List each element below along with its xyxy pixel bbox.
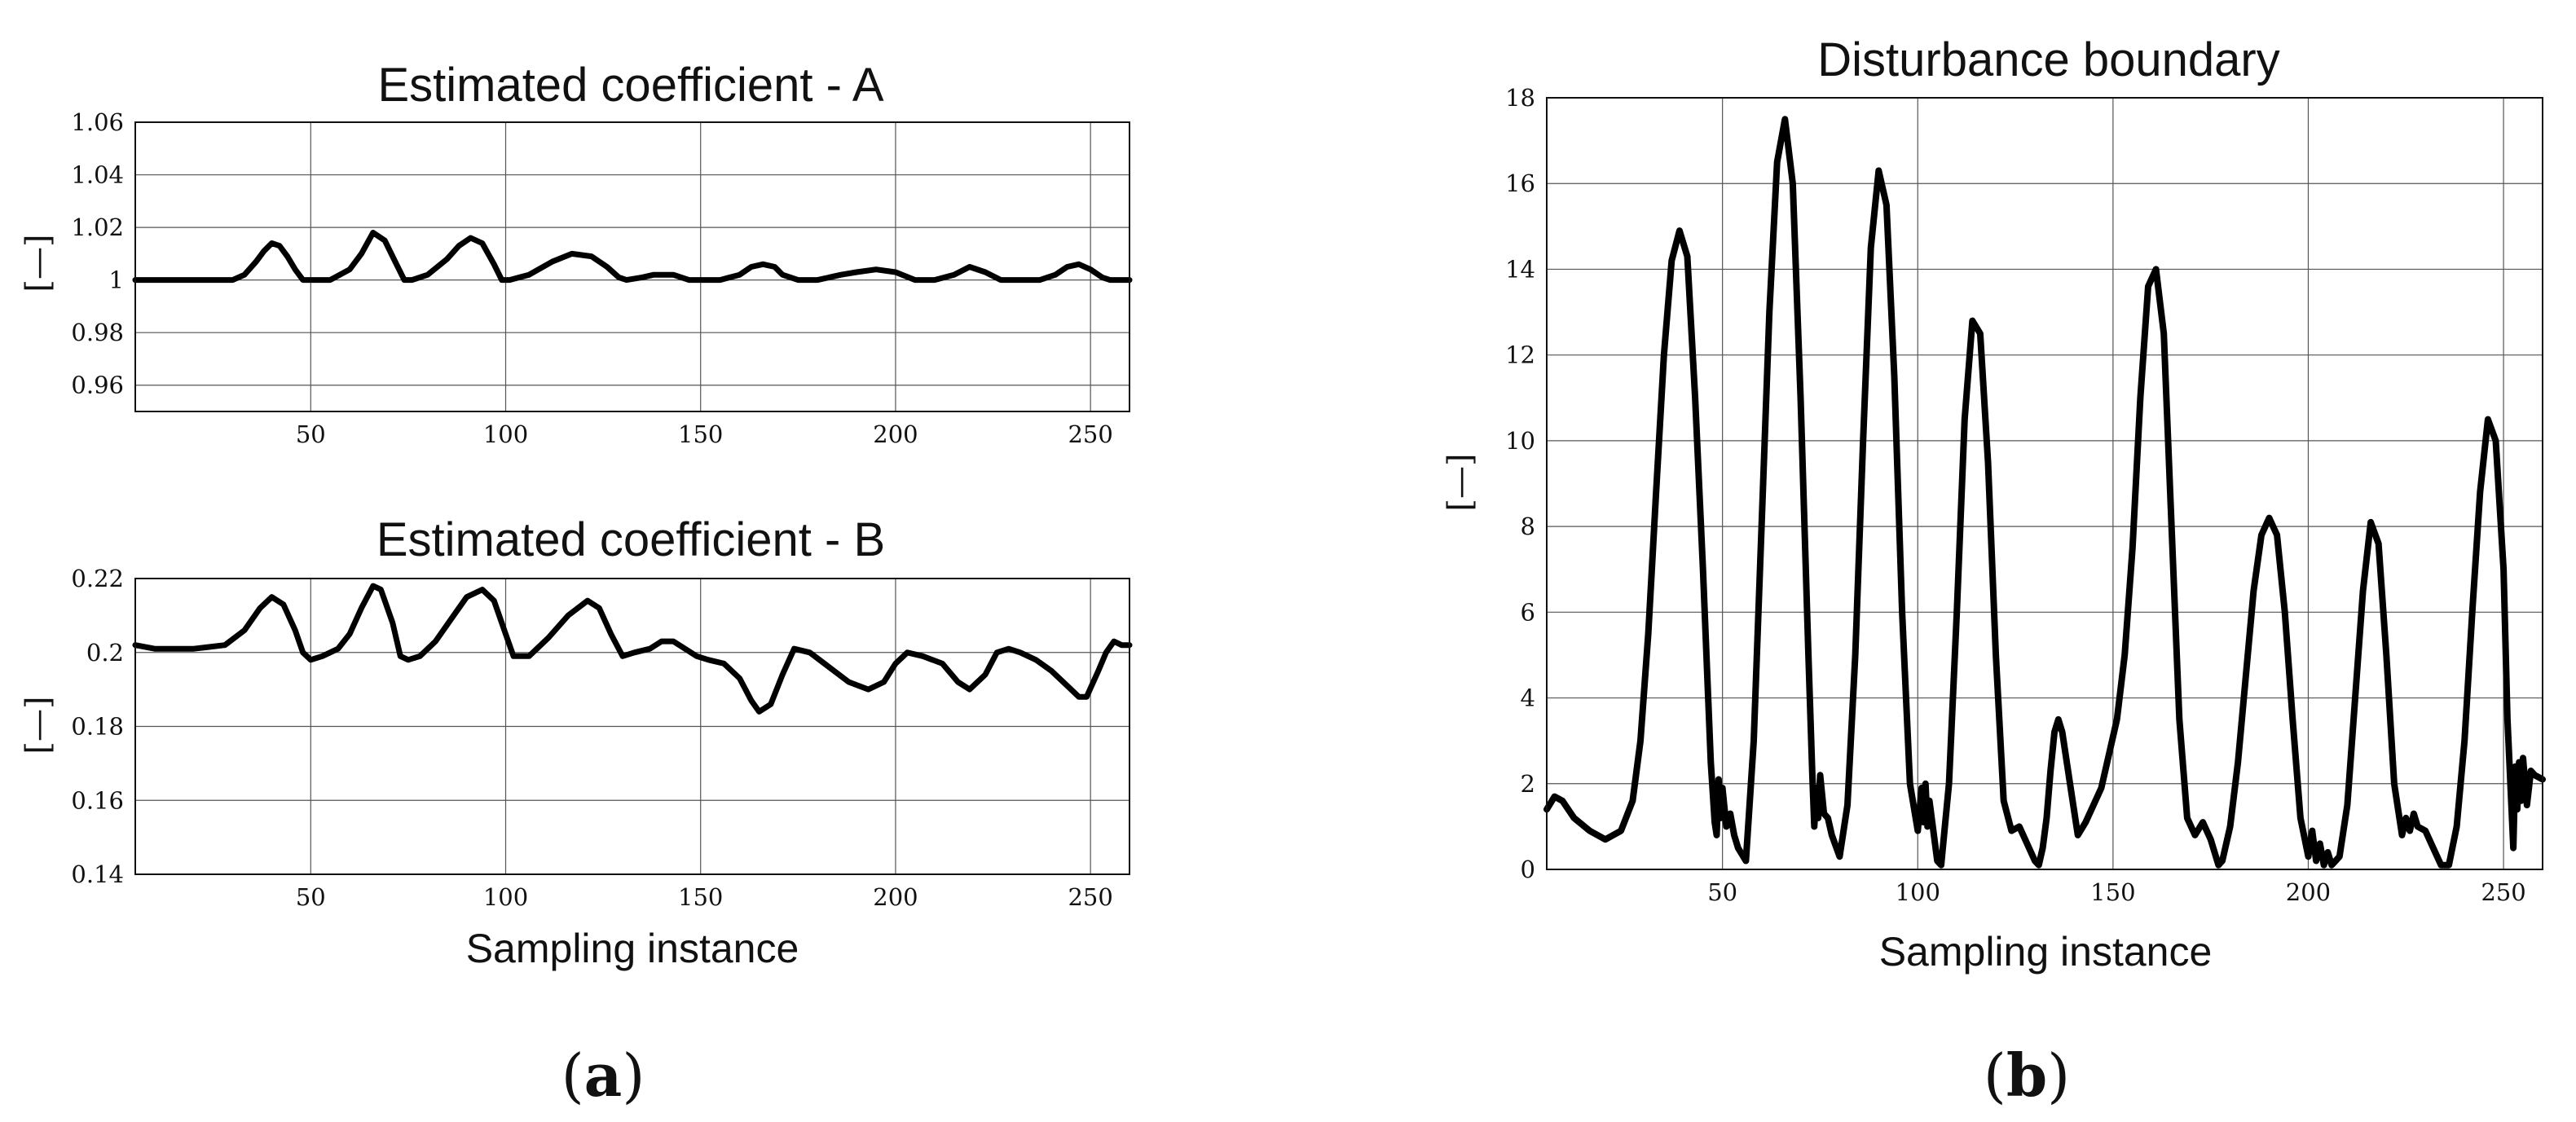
plot-b-ylabel: [—] bbox=[20, 696, 57, 754]
plot-b-xtick-250: 250 bbox=[1068, 883, 1112, 911]
plot-b-frame bbox=[134, 578, 1130, 875]
plot-a-xtick-250: 250 bbox=[1068, 420, 1112, 448]
plot-c-ytick-2: 4 bbox=[1521, 684, 1535, 712]
plot-b-xtick-50: 50 bbox=[296, 883, 326, 911]
plot-c-ytick-3: 6 bbox=[1521, 598, 1535, 626]
panel-label-b-open: ( bbox=[1984, 1041, 2006, 1110]
plot-a-xtick-150: 150 bbox=[678, 420, 723, 448]
plot-b-series bbox=[132, 583, 1133, 715]
plot-c-series bbox=[1543, 116, 2546, 869]
plot-a-xtick-200: 200 bbox=[873, 420, 918, 448]
plot-a-series bbox=[132, 230, 1133, 284]
panel-label-a-open: ( bbox=[561, 1041, 584, 1110]
plot-c-ytick-7: 14 bbox=[1505, 255, 1535, 283]
plot-estimated-coefficient-b: Estimated coefficient - B [—] 50 100 150 20… bbox=[20, 513, 1133, 971]
plot-c-ytick-5: 10 bbox=[1505, 427, 1535, 455]
plot-b-xtick-100: 100 bbox=[483, 883, 528, 911]
plot-a-ytick-1: 0.98 bbox=[71, 319, 124, 346]
plot-a-ytick-0: 0.96 bbox=[71, 372, 124, 399]
plot-c-xtick-50: 50 bbox=[1707, 878, 1737, 906]
plot-b-xtick-200: 200 bbox=[873, 883, 918, 911]
plot-a-xtick-100: 100 bbox=[483, 420, 528, 448]
panel-label-a: (a) bbox=[561, 1041, 645, 1110]
plot-c-xlabel: Sampling instance bbox=[1879, 929, 2213, 975]
plot-a-ytick-5: 1.06 bbox=[71, 108, 124, 136]
plot-c-frame bbox=[1546, 97, 2543, 870]
panel-label-a-letter: a bbox=[584, 1041, 623, 1110]
plot-c-xtick-150: 150 bbox=[2090, 878, 2135, 906]
panel-label-b: (b) bbox=[1984, 1041, 2071, 1110]
plot-b-ytick-1: 0.16 bbox=[71, 786, 124, 814]
plot-b-ticks: 50 100 150 200 250 0.14 0.16 0.18 0.2 0.22 bbox=[71, 565, 1112, 911]
plot-c-ytick-0: 0 bbox=[1521, 856, 1535, 883]
plot-b-title: Estimated coefficient - B bbox=[376, 513, 885, 566]
plot-c-xtick-250: 250 bbox=[2481, 878, 2525, 906]
plot-a-grid bbox=[135, 121, 1129, 411]
plot-b-xlabel: Sampling instance bbox=[466, 926, 799, 971]
panel-label-b-close: ) bbox=[2047, 1041, 2070, 1110]
plot-b-ytick-4: 0.22 bbox=[71, 565, 124, 592]
plot-a-series-line-0 bbox=[132, 230, 1133, 284]
plot-b-ytick-3: 0.2 bbox=[86, 639, 124, 667]
plot-c-title: Disturbance boundary bbox=[1817, 33, 2279, 86]
plot-b-ytick-2: 0.18 bbox=[71, 713, 124, 741]
plot-b-grid bbox=[135, 578, 1129, 875]
plot-c-xtick-100: 100 bbox=[1896, 878, 1940, 906]
plot-a-ylabel: [—] bbox=[20, 234, 57, 292]
plot-c-xtick-200: 200 bbox=[2286, 878, 2331, 906]
plot-disturbance-boundary: Disturbance boundary [—] 50 100 150 200 250 0… bbox=[1442, 33, 2546, 975]
panel-label-a-close: ) bbox=[622, 1041, 645, 1110]
plot-a-xtick-50: 50 bbox=[296, 420, 326, 448]
plot-c-ticks: 50 100 150 200 250 0 2 4 6 8 10 12 14 16 18 bbox=[1505, 84, 2526, 906]
plot-a-ytick-2: 1 bbox=[109, 266, 124, 294]
plot-b-series-line-0 bbox=[132, 583, 1133, 715]
plot-b-xtick-150: 150 bbox=[678, 883, 723, 911]
plot-c-ylabel: [—] bbox=[1442, 453, 1479, 511]
plot-a-title: Estimated coefficient - A bbox=[377, 59, 883, 112]
plot-b-ytick-0: 0.14 bbox=[71, 860, 124, 888]
panel-label-b-letter: b bbox=[2006, 1041, 2047, 1110]
plot-a-ytick-3: 1.02 bbox=[71, 213, 124, 241]
plot-c-ytick-4: 8 bbox=[1521, 513, 1535, 540]
plot-c-ytick-6: 12 bbox=[1505, 341, 1535, 369]
plot-c-series-line-0 bbox=[1543, 116, 2546, 869]
plot-c-ytick-1: 2 bbox=[1521, 770, 1535, 798]
plot-a-ytick-4: 1.04 bbox=[71, 161, 124, 189]
plot-c-ytick-8: 16 bbox=[1505, 169, 1535, 197]
plot-estimated-coefficient-a: Estimated coefficient - A [—] 50 100 150 20… bbox=[20, 59, 1133, 448]
plot-a-frame bbox=[134, 121, 1130, 412]
plot-a-ticks: 50 100 150 200 250 0.96 0.98 1 1.02 1.04 1.06 bbox=[71, 108, 1112, 448]
plot-c-ytick-9: 18 bbox=[1505, 84, 1535, 112]
